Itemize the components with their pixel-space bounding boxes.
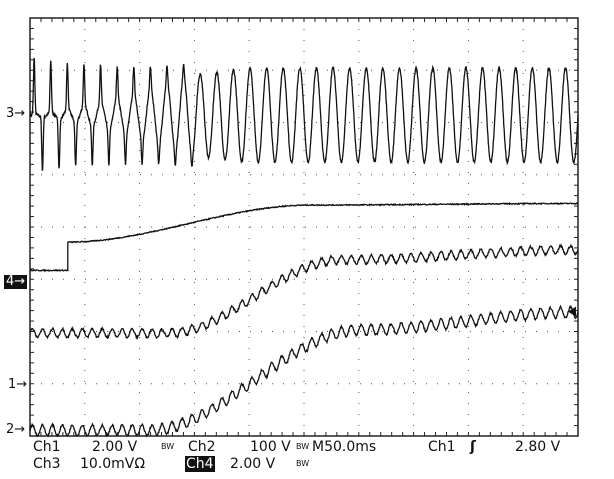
ch2-bandwidth-icon: BW — [296, 442, 310, 451]
trigger-source: Ch1 — [428, 439, 456, 455]
trigger-slope-icon: ʃ — [470, 439, 476, 455]
ch3-label: Ch3 — [33, 456, 61, 472]
ch1-ground-marker: 1→ — [8, 377, 28, 392]
ch1-bandwidth-icon: BW — [161, 442, 175, 451]
timebase: M50.0ms — [312, 439, 377, 455]
ch2-scale: 100 V — [250, 439, 291, 455]
ch3-ground-marker: 3→ — [6, 106, 26, 121]
ch3-scale: 10.0mVΩ — [80, 456, 146, 472]
ch1-label: Ch1 — [33, 439, 61, 455]
trace-ch4 — [29, 201, 579, 273]
ch2-label: Ch2 — [188, 439, 216, 455]
ch4-bandwidth-icon: BW — [296, 459, 310, 468]
ch1-scale: 2.00 V — [92, 439, 138, 455]
ch4-label-selected: Ch4 — [185, 456, 215, 472]
trace-ch3 — [29, 57, 579, 172]
ch4-scale: 2.00 V — [230, 456, 276, 472]
trigger-level: 2.80 V — [515, 439, 561, 455]
trace-ch2 — [29, 304, 579, 438]
ch4-ground-marker: 4→ — [4, 274, 28, 289]
trace-ch1 — [29, 243, 579, 340]
trigger-level-arrow-icon — [568, 306, 576, 317]
ch2-ground-marker: 2→ — [6, 422, 26, 437]
